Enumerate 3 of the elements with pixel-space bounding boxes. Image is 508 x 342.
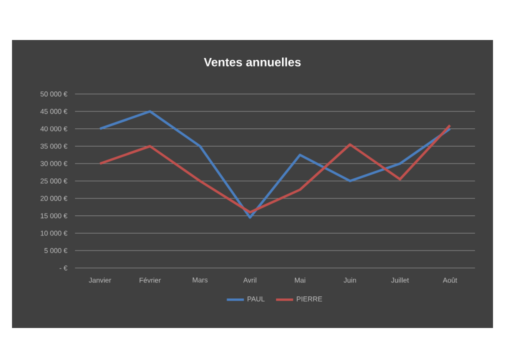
line-series xyxy=(98,110,452,219)
line-series xyxy=(98,124,452,214)
chart-title: Ventes annuelles xyxy=(204,58,301,66)
